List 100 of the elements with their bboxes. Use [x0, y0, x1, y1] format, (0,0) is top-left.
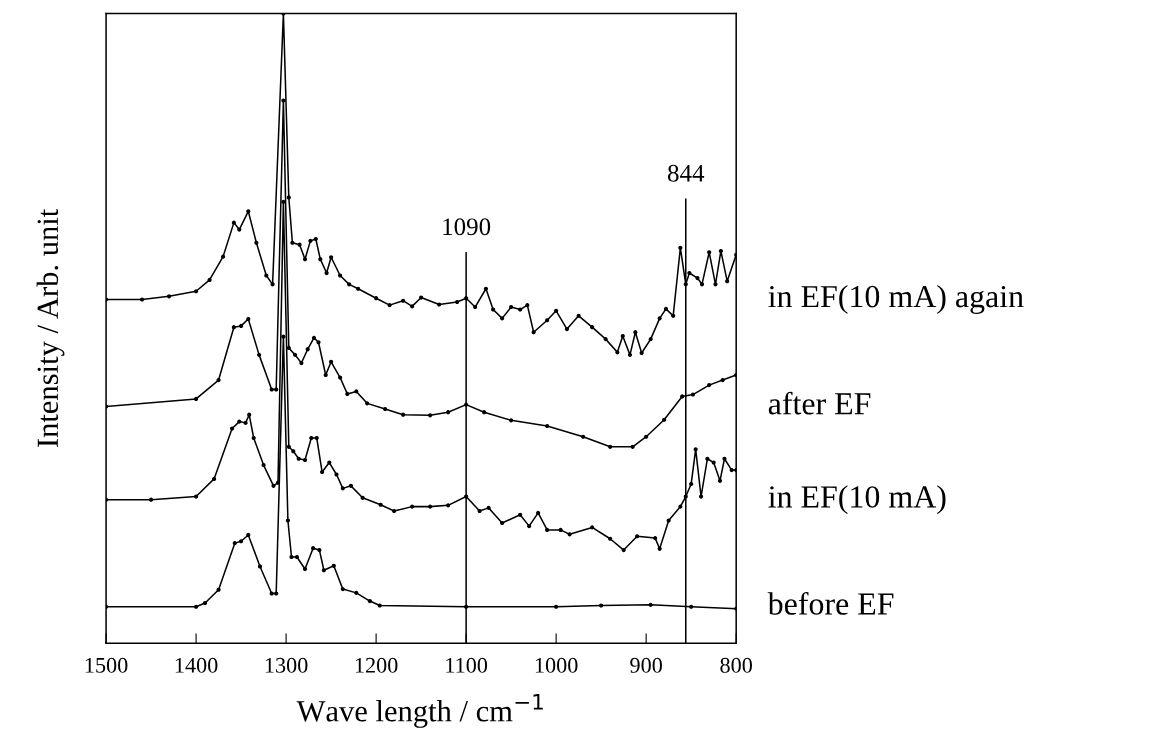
point	[193, 494, 199, 499]
point	[689, 481, 694, 487]
point	[296, 456, 301, 461]
point	[729, 468, 734, 473]
x-tick-label: 1100	[446, 657, 488, 673]
point	[401, 412, 406, 417]
point	[509, 418, 514, 423]
point	[678, 504, 683, 509]
point	[345, 391, 350, 396]
point	[281, 199, 286, 204]
point	[545, 423, 550, 429]
point	[635, 534, 640, 539]
point	[281, 98, 286, 103]
annotation: 1090	[443, 218, 491, 236]
point	[608, 536, 613, 541]
point	[360, 495, 365, 500]
point	[294, 554, 299, 560]
point	[311, 546, 316, 551]
point	[590, 525, 595, 530]
point	[608, 444, 613, 449]
point	[286, 444, 291, 449]
point	[446, 410, 451, 415]
point	[193, 604, 199, 609]
point	[239, 323, 244, 328]
series-label: before EF	[767, 591, 894, 615]
point	[662, 417, 667, 422]
series-label: in EF(10 mA) again	[768, 284, 1024, 314]
point	[230, 426, 235, 431]
point	[367, 598, 372, 604]
point	[482, 410, 487, 415]
series-label: after EF	[768, 391, 871, 415]
point	[311, 335, 317, 340]
point	[527, 524, 532, 529]
point	[500, 520, 505, 526]
point	[666, 518, 671, 523]
point	[269, 387, 274, 392]
point	[239, 539, 244, 544]
x-axis-title: Wave length / cm$^{−1}$	[296, 693, 543, 728]
point	[428, 413, 433, 418]
point	[536, 510, 541, 516]
point	[581, 434, 586, 439]
point	[285, 518, 290, 523]
annotation: 844	[667, 164, 705, 182]
point	[554, 604, 559, 609]
point	[302, 566, 308, 572]
point	[148, 497, 154, 502]
point	[216, 377, 221, 383]
point	[698, 494, 704, 499]
x-tick-label: 1200	[355, 657, 398, 673]
point	[286, 345, 291, 351]
point	[653, 536, 658, 541]
point	[392, 508, 397, 514]
point	[299, 360, 304, 366]
point	[275, 480, 281, 485]
point	[314, 435, 319, 441]
point	[338, 375, 343, 380]
point	[680, 394, 685, 399]
point	[247, 412, 252, 417]
point	[648, 602, 653, 607]
point	[293, 352, 298, 357]
point	[383, 406, 388, 412]
point	[327, 460, 332, 465]
point	[237, 419, 242, 424]
point	[257, 564, 263, 569]
x-tick-label: 900	[630, 657, 662, 673]
x-tick-label: 1300	[265, 657, 308, 673]
point	[317, 547, 322, 553]
x-tick-label: 1500	[85, 657, 128, 673]
point	[446, 503, 451, 508]
point	[705, 456, 710, 461]
point	[305, 347, 310, 352]
point	[251, 435, 256, 441]
point	[428, 504, 433, 509]
point	[690, 392, 696, 397]
x-tick-label: 1000	[535, 657, 578, 673]
y-axis-title: Intensity / Arb. unit	[36, 208, 65, 447]
point	[323, 372, 328, 378]
point	[291, 449, 296, 454]
point	[693, 447, 698, 452]
point	[477, 508, 482, 514]
point	[377, 603, 382, 608]
point	[657, 546, 662, 551]
point	[717, 478, 723, 483]
point	[558, 527, 563, 533]
point	[644, 434, 649, 439]
series-label: in EF(10 mA)	[768, 485, 946, 515]
point	[567, 532, 572, 537]
point	[232, 541, 237, 546]
point	[261, 462, 266, 468]
point	[202, 600, 208, 606]
point	[331, 563, 336, 568]
point	[321, 568, 326, 573]
point	[302, 457, 308, 463]
point	[269, 591, 274, 596]
point	[486, 505, 491, 510]
point	[410, 504, 415, 509]
point	[354, 389, 359, 394]
point	[193, 396, 199, 402]
point	[365, 401, 370, 406]
point	[257, 352, 262, 357]
